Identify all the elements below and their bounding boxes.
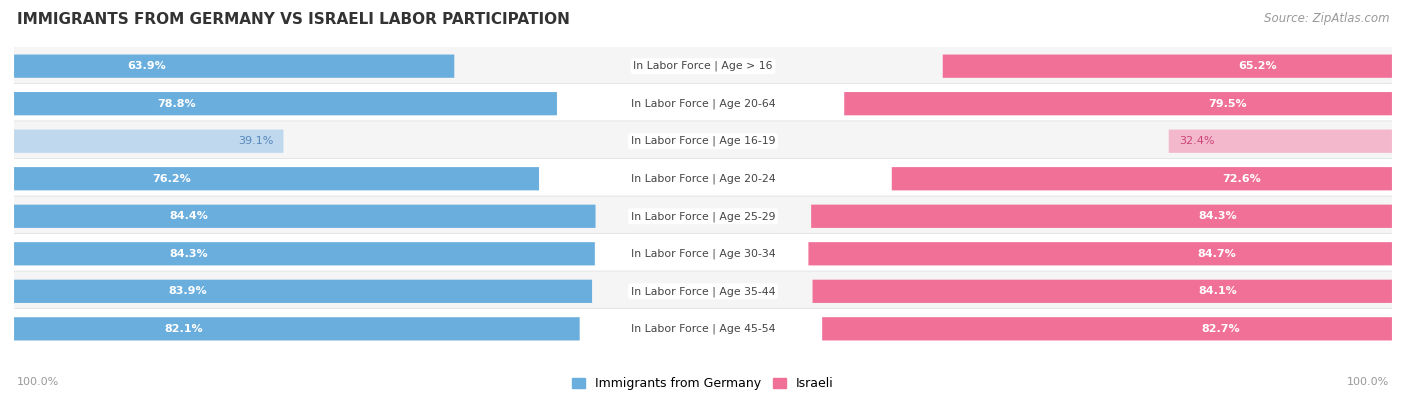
Text: 39.1%: 39.1% <box>238 136 273 146</box>
Text: 82.7%: 82.7% <box>1202 324 1240 334</box>
FancyBboxPatch shape <box>14 196 1392 237</box>
Text: 82.1%: 82.1% <box>165 324 202 334</box>
Text: 84.1%: 84.1% <box>1199 286 1237 296</box>
Text: IMMIGRANTS FROM GERMANY VS ISRAELI LABOR PARTICIPATION: IMMIGRANTS FROM GERMANY VS ISRAELI LABOR… <box>17 12 569 27</box>
FancyBboxPatch shape <box>14 205 596 228</box>
Text: 78.8%: 78.8% <box>157 99 197 109</box>
Text: In Labor Force | Age 45-54: In Labor Force | Age 45-54 <box>631 324 775 334</box>
FancyBboxPatch shape <box>14 158 1392 199</box>
Text: 76.2%: 76.2% <box>152 174 191 184</box>
Text: In Labor Force | Age 35-44: In Labor Force | Age 35-44 <box>631 286 775 297</box>
Text: 79.5%: 79.5% <box>1208 99 1247 109</box>
FancyBboxPatch shape <box>808 242 1392 265</box>
FancyBboxPatch shape <box>14 242 595 265</box>
Text: 84.7%: 84.7% <box>1198 249 1236 259</box>
Text: 83.9%: 83.9% <box>169 286 207 296</box>
FancyBboxPatch shape <box>1168 130 1392 153</box>
FancyBboxPatch shape <box>14 308 1392 349</box>
FancyBboxPatch shape <box>811 205 1392 228</box>
FancyBboxPatch shape <box>844 92 1392 115</box>
Text: In Labor Force | Age 20-24: In Labor Force | Age 20-24 <box>631 173 775 184</box>
Text: In Labor Force | Age 30-34: In Labor Force | Age 30-34 <box>631 248 775 259</box>
Text: 84.4%: 84.4% <box>169 211 208 221</box>
FancyBboxPatch shape <box>823 317 1392 340</box>
FancyBboxPatch shape <box>14 92 557 115</box>
FancyBboxPatch shape <box>14 167 538 190</box>
Text: In Labor Force | Age > 16: In Labor Force | Age > 16 <box>633 61 773 71</box>
FancyBboxPatch shape <box>14 233 1392 274</box>
FancyBboxPatch shape <box>14 46 1392 87</box>
FancyBboxPatch shape <box>14 121 1392 162</box>
Text: 84.3%: 84.3% <box>1198 211 1237 221</box>
Text: In Labor Force | Age 25-29: In Labor Force | Age 25-29 <box>631 211 775 222</box>
Text: In Labor Force | Age 20-64: In Labor Force | Age 20-64 <box>631 98 775 109</box>
Text: 84.3%: 84.3% <box>169 249 208 259</box>
FancyBboxPatch shape <box>14 317 579 340</box>
Text: 65.2%: 65.2% <box>1237 61 1277 71</box>
Text: 63.9%: 63.9% <box>127 61 166 71</box>
FancyBboxPatch shape <box>14 130 284 153</box>
FancyBboxPatch shape <box>14 55 454 78</box>
Legend: Immigrants from Germany, Israeli: Immigrants from Germany, Israeli <box>567 372 839 395</box>
Text: 72.6%: 72.6% <box>1222 174 1261 184</box>
Text: In Labor Force | Age 16-19: In Labor Force | Age 16-19 <box>631 136 775 147</box>
Text: 100.0%: 100.0% <box>17 377 59 387</box>
FancyBboxPatch shape <box>813 280 1392 303</box>
Text: Source: ZipAtlas.com: Source: ZipAtlas.com <box>1264 12 1389 25</box>
Text: 100.0%: 100.0% <box>1347 377 1389 387</box>
FancyBboxPatch shape <box>14 271 1392 312</box>
Text: 32.4%: 32.4% <box>1180 136 1215 146</box>
FancyBboxPatch shape <box>943 55 1392 78</box>
FancyBboxPatch shape <box>14 83 1392 124</box>
FancyBboxPatch shape <box>14 280 592 303</box>
FancyBboxPatch shape <box>891 167 1392 190</box>
